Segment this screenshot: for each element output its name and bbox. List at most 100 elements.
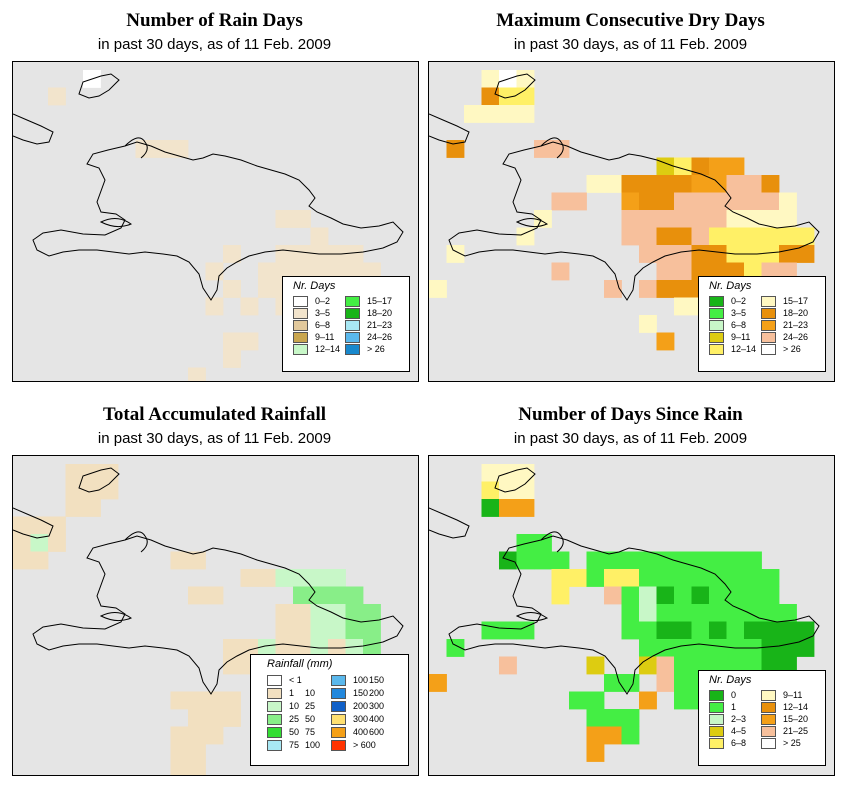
legend-swatch (267, 675, 282, 686)
grid-cell (656, 569, 675, 587)
grid-cell (744, 210, 762, 228)
legend-swatch (345, 332, 360, 343)
legend-label: 9–11 (315, 332, 335, 342)
grid-cell (691, 604, 710, 622)
grid-cell (345, 639, 364, 657)
legend-swatch (267, 727, 282, 738)
grid-cell (499, 621, 517, 640)
grid-cell (761, 175, 780, 193)
legend-swatch (709, 344, 724, 355)
legend-label: 9–11 (731, 332, 751, 342)
legend-item: 100 150 (331, 675, 411, 687)
grid-cell (345, 604, 364, 622)
coastline (124, 531, 148, 553)
grid-cell (516, 70, 535, 88)
grid-cell (656, 157, 675, 176)
grid-cell (761, 210, 780, 228)
grid-cell (691, 586, 710, 605)
grid-cell (188, 551, 206, 570)
legend-label: > 26 (367, 344, 385, 354)
legend-label: 0 (731, 690, 737, 700)
grid-cell (293, 604, 311, 622)
legend-label: 100 (353, 675, 369, 685)
grid-cell (188, 586, 206, 605)
grid-cell (569, 192, 587, 211)
grid-cell (604, 674, 622, 692)
grid-cell (726, 175, 745, 193)
map-frame (12, 61, 419, 382)
grid-cell (551, 192, 570, 211)
grid-cell (709, 639, 727, 657)
grid-cell (674, 157, 692, 176)
legend-swatch (345, 308, 360, 319)
grid-cell (48, 87, 66, 106)
grid-cell (275, 604, 294, 622)
grid-cell (293, 262, 311, 281)
legend-item: 400 600 (331, 727, 411, 739)
legend-label: 12–14 (315, 344, 341, 354)
grid-cell (481, 105, 500, 123)
grid-cell (639, 210, 657, 228)
grid-cell (481, 464, 500, 482)
grid-cell (691, 192, 710, 211)
grid-cell (674, 192, 692, 211)
grid-cell (310, 586, 329, 605)
grid-cell (170, 744, 189, 762)
grid-cell (363, 621, 381, 640)
legend-label: 1 (731, 702, 737, 712)
islet-outline (515, 612, 549, 622)
grid-cell (65, 499, 84, 517)
legend-label: 3–5 (315, 308, 331, 318)
grid-cell (674, 569, 692, 587)
panel-rain-days: Number of Rain Days in past 30 days, as … (12, 10, 424, 390)
grid-cell (586, 691, 605, 710)
legend-label: 400 (353, 727, 369, 737)
legend-item: 21–23 (761, 320, 841, 332)
grid-cell (275, 639, 294, 657)
legend: Nr. Days 0 1 2–3 4–5 6–8 9–11 12–14 15–2… (698, 670, 826, 766)
grid-cell (363, 604, 381, 622)
grid-cell (188, 709, 206, 727)
grid-cell (656, 192, 675, 211)
grid-cell (516, 621, 535, 640)
legend-label: 6–8 (731, 320, 747, 330)
legend-item: > 600 (331, 740, 411, 752)
grid-cell (345, 621, 364, 640)
legend-label: 200 (353, 701, 369, 711)
legend-label: 50 (289, 727, 300, 737)
legend-label: 21–23 (783, 320, 809, 330)
grid-cell (516, 534, 535, 552)
grid-cell (223, 656, 241, 675)
grid-cell (709, 621, 727, 640)
grid-cell (429, 280, 447, 298)
island-outline (448, 141, 820, 301)
legend-swatch (761, 344, 776, 355)
legend-swatch (267, 701, 282, 712)
grid-cell (65, 481, 84, 500)
legend-swatch (293, 308, 308, 319)
legend-label: 1 (289, 688, 295, 698)
legend-swatch (709, 726, 724, 737)
grid-cell (691, 569, 710, 587)
legend-item: 15–17 (345, 296, 425, 308)
legend-label: 18–20 (367, 308, 393, 318)
grid-cell (744, 175, 762, 193)
grid-cell (656, 604, 675, 622)
legend-item: 2–3 (709, 714, 789, 726)
legend-item: 9–11 (761, 690, 841, 702)
grid-cell (761, 586, 780, 605)
grid-cell (534, 210, 552, 228)
grid-cell (709, 175, 727, 193)
panel-subtitle: in past 30 days, as of 11 Feb. 2009 (513, 430, 748, 447)
legend-item: 15–17 (761, 296, 841, 308)
grid-cell (240, 297, 259, 316)
legend-swatch (345, 320, 360, 331)
grid-cell (709, 262, 727, 281)
grid-cell (83, 481, 101, 500)
grid-cell (205, 691, 224, 710)
grid-cell (691, 227, 710, 246)
grid-cell (223, 332, 241, 351)
grid-cell (656, 674, 675, 692)
grid-cell (170, 726, 189, 745)
grid-cell (258, 639, 276, 657)
